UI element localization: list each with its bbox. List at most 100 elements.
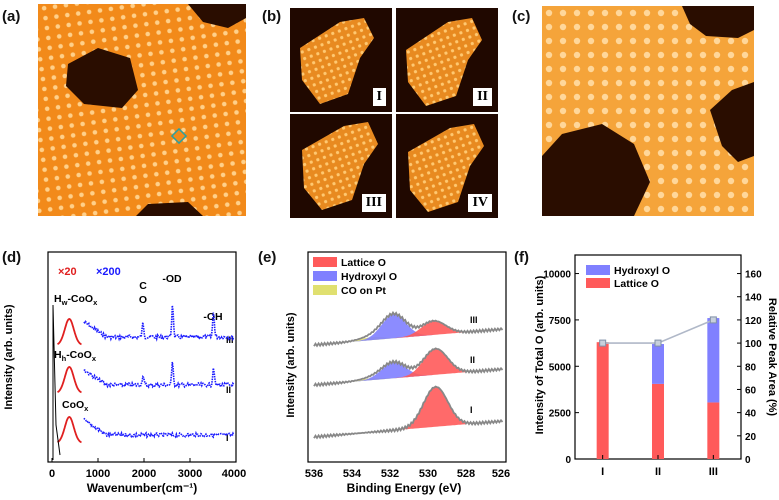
xps-axes-frame [307, 251, 507, 463]
raman-xtick-3000: 3000 [178, 468, 202, 480]
stm-image-c [542, 6, 754, 216]
xps-xtick-530: 530 [419, 468, 437, 480]
raman-trace-2 [83, 361, 235, 390]
bar-legend-lattice: Lattice O [614, 278, 659, 290]
raman-trace-1 [83, 417, 235, 440]
xps-traces [313, 310, 504, 440]
bar-ytick-label-5000: 5000 [549, 362, 572, 373]
xps-lattice-peak-1 [352, 386, 466, 434]
xps-trace-label-i: I [470, 405, 473, 415]
bar-legend-hydroxyl: Hydroxyl O [614, 265, 670, 277]
relative-area-line [599, 316, 717, 347]
bar-yticks-right: 0 20 40 60 80 100 120 140 160 [737, 270, 762, 466]
panel-label-f: (f) [514, 249, 529, 266]
stm-label-b-4: IV [468, 194, 492, 212]
stm-label-b-3: III [361, 194, 386, 212]
xps-plot: Intensity (arb. units) Binding Energy (e… [285, 251, 510, 495]
bar-xtick-label-II: II [655, 466, 661, 478]
bar-hydroxyl-o-III [707, 318, 720, 403]
bar-yticks-left: 0 2500 5000 7500 10000 [543, 270, 579, 466]
relative-area-point-II [654, 339, 662, 347]
raman-trace-label-ii: II [226, 385, 231, 395]
bar-ytick-right-label-140: 140 [745, 293, 762, 304]
xps-hydroxyl-peak-3 [352, 314, 466, 342]
bar-hydroxyl-o-II [652, 344, 664, 384]
bar-ytick-right-label-120: 120 [745, 316, 762, 327]
panel-label-d: (d) [2, 249, 22, 266]
peak-label-c: C [139, 280, 147, 292]
raman-trace-label-i: I [226, 433, 229, 443]
xps-trace-1 [313, 385, 504, 440]
sample-label-coox: CoOx [62, 399, 89, 413]
bar-ytick-label-2500: 2500 [549, 409, 572, 420]
xps-xlabel: Binding Energy (eV) [347, 481, 462, 495]
stm-label-b-1: I [372, 88, 386, 106]
bar-lattice-o-III [707, 402, 720, 459]
raman-trace-3 [83, 305, 235, 342]
stm-image-b-3: III [290, 114, 392, 218]
raman-plot: Intensity (arb. units) Wavenumber(cm⁻¹) … [3, 251, 246, 495]
sample-label-hw: Hw-CoOx [54, 293, 98, 307]
bar-ytick-right-label-80: 80 [745, 362, 757, 373]
bar-xtick-label-I: I [601, 466, 604, 478]
panel-label-c: (c) [512, 8, 531, 25]
stm-label-b-2: II [473, 88, 492, 106]
legend-co: CO on Pt [341, 285, 386, 297]
bar-ytick-right-label-20: 20 [745, 432, 757, 443]
raman-trace-label-iii: III [226, 335, 234, 345]
stm-image-a [38, 4, 246, 216]
xps-lattice-peak-3 [352, 320, 466, 342]
bar-ytick-right-label-0: 0 [745, 455, 751, 466]
bar-ytick-label-0: 0 [565, 455, 571, 466]
raman-ylabel: Intensity (arb. units) [3, 304, 15, 409]
xps-lattice-peak-2 [352, 348, 466, 382]
raman-xtick-4000: 4000 [222, 468, 246, 480]
relative-area-point-III [709, 316, 717, 324]
bar-ytick-label-10000: 10000 [543, 270, 571, 281]
peak-label-od: -OD [162, 273, 182, 285]
bar-xticks: I II III [601, 455, 718, 478]
stm-image-b-4: IV [396, 114, 498, 218]
xps-legend: Lattice O Hydroxyl O CO on Pt [313, 257, 397, 297]
xps-trace-2 [313, 347, 504, 388]
xps-xtick-526: 526 [492, 468, 510, 480]
raman-axes-frame [47, 251, 237, 463]
xps-trace-3 [313, 310, 504, 348]
raman-xlabel: Wavenumber(cm⁻¹) [87, 481, 198, 495]
xps-hydroxyl-peak-2 [352, 362, 466, 382]
raman-low-trace-2 [57, 366, 82, 394]
bar-lattice-o-I [596, 342, 609, 459]
relative-area-point-I [599, 339, 607, 347]
bar-ylabel-left: Intensity of Total O (arb. units) [534, 275, 546, 434]
stm-image-b-1: I [290, 8, 392, 112]
raman-traces [52, 304, 235, 460]
raman-low-trace-3 [57, 318, 82, 346]
bar-ytick-label-7500: 7500 [549, 316, 572, 327]
legend-lattice: Lattice O [341, 257, 386, 269]
raman-low-trace-1 [57, 416, 82, 444]
xps-trace-label-iii: III [470, 315, 478, 325]
multiplier-red: ×20 [58, 266, 77, 278]
legend-hydroxyl: Hydroxyl O [341, 271, 397, 283]
bar-ytick-right-label-40: 40 [745, 409, 757, 420]
peak-label-o: O [139, 294, 147, 306]
multiplier-blue: ×200 [96, 266, 121, 278]
xps-xtick-536: 536 [305, 468, 323, 480]
xps-xtick-528: 528 [457, 468, 475, 480]
raman-xtick-1000: 1000 [86, 468, 110, 480]
panel-label-e: (e) [258, 249, 277, 266]
stm-image-b-2: II [396, 8, 498, 112]
bar-ytick-right-label-60: 60 [745, 385, 757, 396]
sample-label-hh: Hh-CoOx [54, 349, 97, 363]
raman-xtick-2000: 2000 [132, 468, 156, 480]
raman-laser-line [52, 304, 61, 460]
panel-label-b: (b) [262, 8, 282, 25]
bar-bars [596, 318, 720, 459]
bar-ytick-right-label-100: 100 [745, 339, 762, 350]
bar-ytick-right-label-160: 160 [745, 270, 762, 281]
xps-trace-label-ii: II [470, 355, 475, 365]
panel-label-a: (a) [2, 8, 21, 25]
xps-xtick-534: 534 [343, 468, 362, 480]
bar-chart: Intensity of Total O (arb. units) Relati… [534, 254, 778, 478]
xps-ylabel: Intensity (arb. units) [285, 312, 297, 417]
